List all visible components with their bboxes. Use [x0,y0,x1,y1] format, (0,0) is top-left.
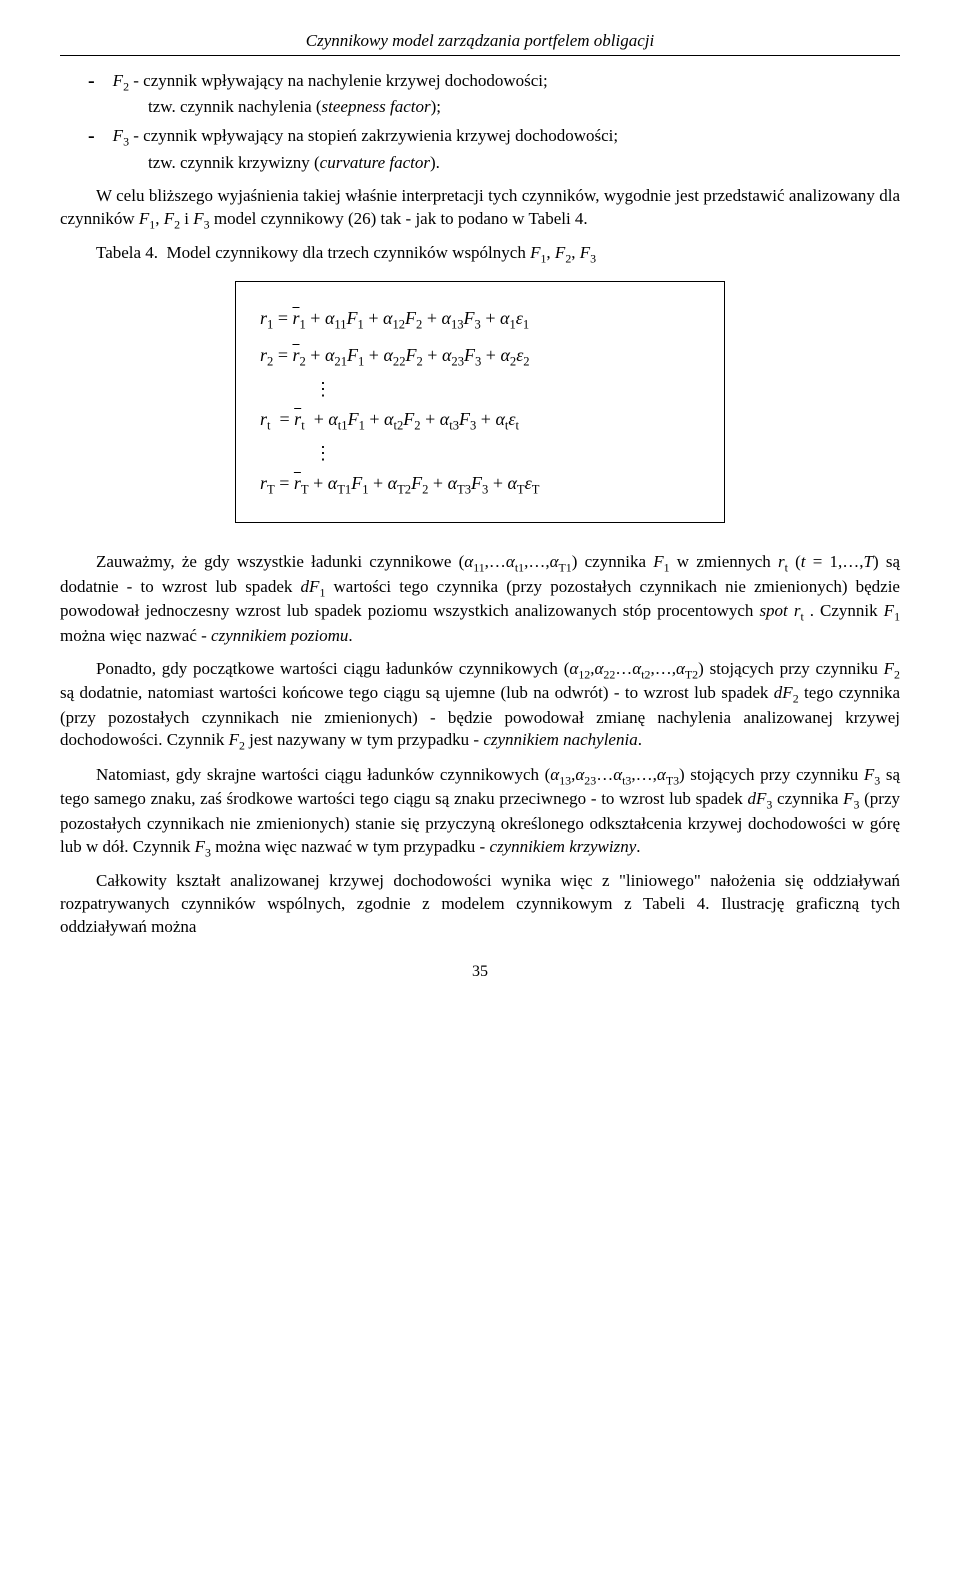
bullet-item-f2: - F2 - czynnik wpływający na nachylenie … [60,70,900,94]
formula-box: r1 = r1 + α11F1 + α12F2 + α13F3 + α1ε1 r… [235,281,725,524]
formula-r2: r2 = r2 + α21F1 + α22F2 + α23F3 + α2ε2 [260,343,700,371]
bullet-dash-icon: - [88,125,95,147]
vertical-dots-icon: ⋮ [314,445,700,461]
bullet-dash-icon: - [88,70,95,92]
formula-r1: r1 = r1 + α11F1 + α12F2 + α13F3 + α1ε1 [260,306,700,334]
bullet-item-f3: - F3 - czynnik wpływający na stopień zak… [60,125,900,149]
paragraph-poziom: Zauważmy, że gdy wszystkie ładunki czynn… [60,551,900,647]
page-number: 35 [60,961,900,983]
bullet-subtext: tzw. czynnik nachylenia (steepness facto… [60,96,900,119]
paragraph-nachylenie: Ponadto, gdy początkowe wartości ciągu ł… [60,658,900,754]
table-caption: Tabela 4. Model czynnikowy dla trzech cz… [60,242,900,266]
paragraph-summary: Całkowity kształt analizowanej krzywej d… [60,870,900,939]
bullet-text: F3 - czynnik wpływający na stopień zakrz… [113,125,900,149]
formula-rt: rt = rt + αt1F1 + αt2F2 + αt3F3 + αtεt [260,407,700,435]
formula-rT: rT = rT + αT1F1 + αT2F2 + αT3F3 + αTεT [260,471,700,499]
running-header: Czynnikowy model zarządzania portfelem o… [60,30,900,56]
vertical-dots-icon: ⋮ [314,381,700,397]
paragraph-intro: W celu bliższego wyjaśnienia takiej właś… [60,185,900,232]
bullet-text: F2 - czynnik wpływający na nachylenie kr… [113,70,900,94]
bullet-subtext: tzw. czynnik krzywizny (curvature factor… [60,152,900,175]
paragraph-krzywizna: Natomiast, gdy skrajne wartości ciągu ła… [60,764,900,860]
